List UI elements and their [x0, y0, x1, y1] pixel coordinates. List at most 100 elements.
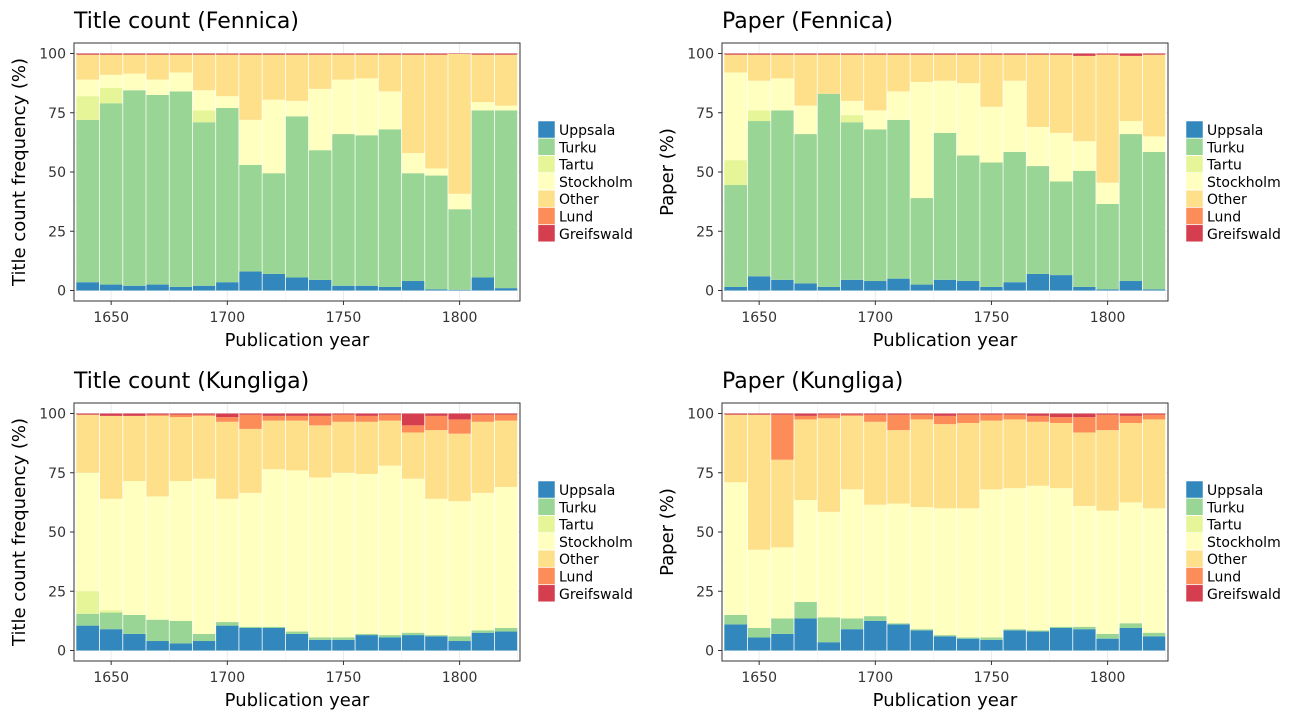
bar-turku-1760	[1003, 151, 1027, 283]
bar-turku-1680	[817, 617, 841, 643]
bar-turku-1770	[1026, 630, 1050, 632]
legend-label-greifswald: Greifswald	[1207, 587, 1281, 603]
legend-label-greifswald: Greifswald	[559, 227, 633, 243]
bar-stockholm-1760	[355, 473, 379, 634]
bar-stockholm-1790	[1072, 505, 1096, 627]
bar-uppsala-1800	[1095, 638, 1120, 651]
chart-title: Title count (Fennica)	[73, 9, 299, 34]
bar-greifswald-1820	[494, 413, 518, 415]
bar-turku-1710	[886, 623, 911, 625]
bar-other-1820	[494, 54, 518, 106]
bar-other-1790	[1072, 55, 1096, 142]
bar-other-1730	[933, 54, 957, 81]
legend-key-stockholm	[1185, 172, 1204, 191]
bar-stockholm-1720	[262, 469, 286, 627]
bar-other-1810	[471, 54, 495, 103]
bar-uppsala-1700	[863, 281, 887, 291]
x-tick-label: 1650	[93, 670, 129, 686]
bar-greifswald-1680	[817, 413, 841, 415]
bar-turku-1740	[956, 637, 980, 639]
bar-uppsala-1670	[794, 618, 818, 651]
bar-greifswald-1700	[863, 413, 887, 415]
bar-turku-1770	[1026, 166, 1050, 274]
bar-stockholm-1700	[863, 504, 887, 617]
bar-turku-1650	[99, 103, 123, 285]
legend-key-uppsala	[1185, 120, 1204, 139]
bar-other-1700	[863, 421, 887, 505]
bar-turku-1700	[215, 108, 239, 283]
bar-other-1760	[1003, 54, 1027, 81]
bar-turku-1670	[146, 94, 170, 285]
bar-other-1660	[770, 54, 795, 79]
y-axis-label: Title count frequency (%)	[9, 418, 30, 647]
bar-turku-1680	[817, 93, 841, 287]
bar-turku-1670	[794, 601, 818, 619]
bar-stockholm-1780	[1049, 132, 1073, 182]
bar-uppsala-1700	[215, 282, 239, 291]
bar-turku-1790	[1072, 626, 1096, 630]
bar-other-1710	[238, 428, 263, 493]
x-tick-label: 1800	[442, 310, 478, 326]
bar-greifswald-1800	[1095, 413, 1120, 415]
bar-lund-1710	[886, 414, 911, 431]
bar-greifswald-1650	[99, 413, 123, 416]
bar-turku-1800	[447, 636, 472, 642]
bar-stockholm-1740	[308, 477, 332, 638]
bar-stockholm-1750	[331, 472, 356, 638]
bar-turku-1660	[122, 614, 147, 634]
x-tick-label: 1750	[326, 310, 362, 326]
y-tick-label: 0	[57, 644, 66, 660]
x-tick-label: 1750	[326, 670, 362, 686]
bar-greifswald-1730	[933, 53, 957, 55]
bar-uppsala-1760	[355, 285, 379, 291]
bar-stockholm-1780	[1049, 488, 1073, 627]
bar-tartu-1690	[192, 110, 216, 123]
bar-uppsala-1750	[331, 639, 356, 651]
bar-other-1650	[99, 54, 123, 75]
bar-turku-1810	[471, 110, 495, 278]
bar-stockholm-1660	[770, 78, 795, 111]
legend-key-lund	[1185, 207, 1204, 225]
bar-other-1800	[447, 433, 472, 502]
bar-uppsala-1690	[192, 285, 216, 291]
bar-other-1730	[285, 420, 309, 471]
bar-uppsala-1660	[770, 279, 795, 291]
bar-stockholm-1700	[863, 110, 887, 130]
bar-other-1790	[424, 54, 448, 169]
bar-lund-1770	[1026, 415, 1050, 422]
bar-other-1670	[146, 54, 170, 80]
bar-uppsala-1640	[724, 624, 748, 651]
bar-greifswald-1750	[331, 413, 356, 415]
bar-other-1760	[355, 54, 379, 79]
bar-greifswald-1760	[1003, 53, 1027, 55]
bar-uppsala-1790	[1072, 629, 1096, 651]
bar-other-1660	[122, 415, 147, 482]
bar-lund-1720	[910, 414, 934, 420]
bar-other-1720	[910, 419, 934, 508]
bar-stockholm-1650	[99, 498, 123, 611]
bar-other-1750	[979, 54, 1004, 107]
bar-turku-1820	[494, 627, 518, 632]
bar-stockholm-1640	[724, 482, 748, 615]
bar-uppsala-1750	[979, 639, 1004, 651]
legend-key-turku	[1185, 498, 1204, 516]
bar-other-1730	[285, 54, 309, 101]
bar-greifswald-1770	[1026, 413, 1050, 416]
y-tick-label: 25	[696, 224, 714, 240]
bar-other-1690	[840, 415, 864, 490]
legend-key-other	[1185, 549, 1204, 568]
chart-panel-2: Title count (Kungliga) 0 25 50 75 100 1650 1700…	[9, 369, 633, 711]
bar-lund-1680	[817, 414, 841, 419]
bar-other-1740	[308, 425, 332, 478]
bar-greifswald-1650	[747, 53, 771, 55]
bar-stockholm-1760	[355, 78, 379, 136]
bar-stockholm-1790	[424, 168, 448, 176]
x-axis-label: Publication year	[225, 330, 370, 351]
bar-uppsala-1660	[122, 285, 147, 291]
bar-uppsala-1780	[401, 281, 425, 291]
bar-greifswald-1810	[1119, 413, 1143, 416]
bar-other-1820	[494, 420, 518, 487]
bar-uppsala-1740	[956, 638, 980, 651]
bar-greifswald-1650	[747, 413, 771, 415]
